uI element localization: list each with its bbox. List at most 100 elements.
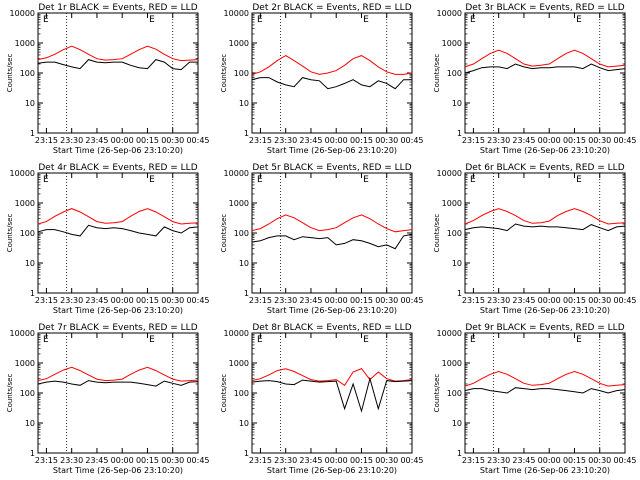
chart-panel-1: Det 1r BLACK = Events, RED = LLD E E 1 10 100… xyxy=(6,3,210,155)
series-line-black xyxy=(37,224,199,237)
top-marker-2: E xyxy=(576,175,582,185)
y-tick-label: 10000 xyxy=(10,329,35,338)
y-tick-label: 100 xyxy=(20,69,35,78)
x-tick-label: 23:30 xyxy=(487,456,510,465)
y-tick-label: 1 xyxy=(457,449,462,458)
top-marker-1: E xyxy=(257,175,263,185)
x-tick-label: 00:00 xyxy=(325,456,348,465)
x-axis-label: Start Time (26-Sep-06 23:10:20) xyxy=(480,306,610,315)
y-tick-label: 10000 xyxy=(224,9,249,18)
x-tick-label: 23:15 xyxy=(35,456,58,465)
y-axis-label: Counts/sec xyxy=(220,374,228,413)
y-tick-label: 1 xyxy=(30,129,35,138)
top-marker-1: E xyxy=(470,335,476,345)
y-tick-label: 1 xyxy=(244,129,249,138)
x-tick-label: 00:30 xyxy=(588,136,611,145)
series-line-black xyxy=(464,387,626,394)
x-tick-label: 23:30 xyxy=(274,456,297,465)
x-tick-label: 00:00 xyxy=(111,136,134,145)
series-line-black xyxy=(464,63,626,74)
y-axis-label: Counts/sec xyxy=(433,374,441,413)
y-tick-label: 1000 xyxy=(229,39,249,48)
y-tick-label: 10000 xyxy=(437,9,462,18)
chart-panel-6: Det 6r BLACK = Events, RED = LLD E E 1 10 100… xyxy=(433,163,637,315)
x-tick-label: 00:15 xyxy=(563,296,586,305)
x-tick-label: 23:45 xyxy=(299,456,322,465)
chart-panel-4: Det 4r BLACK = Events, RED = LLD E E 1 10 100… xyxy=(6,163,210,315)
y-tick-label: 10 xyxy=(239,259,249,268)
x-tick-label: 23:15 xyxy=(35,136,58,145)
x-tick-label: 00:00 xyxy=(325,136,348,145)
y-tick-label: 10 xyxy=(25,259,35,268)
x-tick-label: 00:30 xyxy=(588,296,611,305)
y-tick-label: 1000 xyxy=(15,39,35,48)
y-tick-label: 1000 xyxy=(15,359,35,368)
x-tick-label: 23:45 xyxy=(512,456,535,465)
y-tick-label: 100 xyxy=(447,69,462,78)
y-tick-label: 100 xyxy=(20,389,35,398)
series-line-black xyxy=(251,233,413,250)
x-tick-label: 23:15 xyxy=(249,136,272,145)
x-tick-label: 23:15 xyxy=(462,296,485,305)
top-marker-1: E xyxy=(43,335,49,345)
chart-panel-2: Det 2r BLACK = Events, RED = LLD E E 1 10 100… xyxy=(220,3,424,155)
x-tick-label: 23:45 xyxy=(512,136,535,145)
x-tick-label: 00:00 xyxy=(111,456,134,465)
x-tick-label: 00:15 xyxy=(136,456,159,465)
y-axis-label: Counts/sec xyxy=(220,214,228,253)
x-tick-label: 23:30 xyxy=(487,296,510,305)
y-tick-label: 10000 xyxy=(10,9,35,18)
top-marker-2: E xyxy=(363,335,369,345)
y-tick-label: 10000 xyxy=(10,169,35,178)
x-tick-label: 00:45 xyxy=(186,136,209,145)
x-tick-label: 00:45 xyxy=(400,136,423,145)
top-marker-2: E xyxy=(576,15,582,25)
plot-frame xyxy=(251,12,413,134)
y-tick-label: 1 xyxy=(244,449,249,458)
top-marker-1: E xyxy=(257,335,263,345)
x-tick-label: 00:15 xyxy=(350,296,373,305)
plot-frame xyxy=(251,172,413,294)
y-tick-label: 1 xyxy=(244,289,249,298)
y-axis-label: Counts/sec xyxy=(433,54,441,93)
chart-panel-9: Det 9r BLACK = Events, RED = LLD E E 1 10 100… xyxy=(433,323,637,475)
y-tick-label: 1000 xyxy=(229,359,249,368)
x-tick-label: 00:30 xyxy=(161,456,184,465)
plot-frame xyxy=(464,332,626,454)
y-tick-label: 1000 xyxy=(442,199,462,208)
series-line-black xyxy=(37,380,199,387)
plot-frame xyxy=(464,12,626,134)
series-line-black xyxy=(251,376,413,413)
top-marker-2: E xyxy=(576,335,582,345)
chart-title: Det 4r BLACK = Events, RED = LLD xyxy=(38,163,197,173)
x-tick-label: 00:45 xyxy=(613,296,636,305)
series-line-red xyxy=(464,208,626,225)
x-tick-label: 00:00 xyxy=(538,136,561,145)
x-axis-label: Start Time (26-Sep-06 23:10:20) xyxy=(267,146,397,155)
top-marker-1: E xyxy=(470,15,476,25)
x-tick-label: 00:45 xyxy=(400,456,423,465)
x-tick-label: 23:15 xyxy=(249,296,272,305)
chart-title: Det 7r BLACK = Events, RED = LLD xyxy=(38,323,197,333)
x-tick-label: 00:45 xyxy=(613,456,636,465)
x-tick-label: 23:30 xyxy=(60,296,83,305)
x-tick-label: 00:45 xyxy=(186,456,209,465)
x-tick-label: 00:15 xyxy=(350,136,373,145)
x-tick-label: 00:30 xyxy=(375,456,398,465)
x-tick-label: 23:30 xyxy=(60,456,83,465)
chart-title: Det 8r BLACK = Events, RED = LLD xyxy=(252,323,411,333)
x-axis-label: Start Time (26-Sep-06 23:10:20) xyxy=(53,306,183,315)
y-tick-label: 100 xyxy=(234,229,249,238)
x-tick-label: 23:45 xyxy=(85,456,108,465)
x-tick-label: 23:45 xyxy=(299,296,322,305)
y-axis-label: Counts/sec xyxy=(220,54,228,93)
series-line-red xyxy=(251,367,413,387)
series-line-red xyxy=(251,214,413,233)
y-tick-label: 1 xyxy=(457,129,462,138)
y-tick-label: 10 xyxy=(25,99,35,108)
x-tick-label: 23:45 xyxy=(85,136,108,145)
top-marker-2: E xyxy=(149,15,155,25)
top-marker-1: E xyxy=(43,15,49,25)
chart-panel-7: Det 7r BLACK = Events, RED = LLD E E 1 10 100… xyxy=(6,323,210,475)
